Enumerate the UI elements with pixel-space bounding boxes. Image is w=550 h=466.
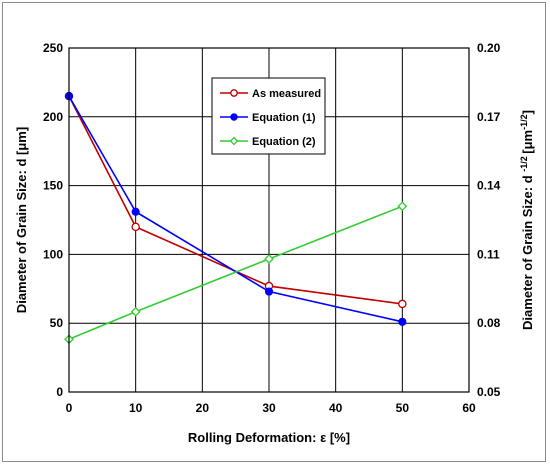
y-tick-label: 50 [50, 316, 64, 330]
data-point [398, 317, 407, 326]
x-axis-title: Rolling Deformation: ε [%] [188, 430, 350, 445]
series-3 [64, 201, 408, 345]
legend-label: Equation (2) [252, 136, 316, 148]
x-tick-label: 0 [66, 401, 73, 415]
x-tick-label: 40 [329, 401, 343, 415]
data-point [131, 222, 140, 232]
legend-item: Equation (1) [220, 112, 316, 124]
series-layer [64, 91, 408, 345]
plot-area [68, 47, 470, 393]
series-line [68, 95, 403, 305]
series-line [68, 205, 403, 340]
legend: As measured Equation (1) Equation (2) [211, 77, 326, 155]
tick-labels: 0 10 20 30 40 50 60 0 50 100 150 200 250 0.05 0.08 0.11… [43, 41, 501, 415]
y-tick-label: 200 [43, 110, 63, 124]
series-line [68, 95, 403, 323]
right-y-axis-title-unit: [μm [520, 130, 535, 154]
legend-marker [230, 89, 238, 97]
y-axis-title: Diameter of Grain Size: d [μm] [14, 127, 29, 313]
y-tick-label: 0 [56, 385, 63, 399]
legend-marker [229, 136, 239, 146]
right-y-axis-title-unit-exponent: -1/2 [519, 114, 529, 130]
legend-item: Equation (2) [220, 136, 316, 148]
legend-item: As measured [220, 88, 321, 100]
right-y-axis-title-close: ] [520, 110, 535, 114]
data-point [398, 299, 407, 309]
right-y-axis-title-exponent: -1/2 [519, 154, 529, 172]
x-tick-label: 10 [129, 401, 143, 415]
data-point [130, 306, 141, 317]
right-y-tick-label: 0.17 [477, 110, 501, 124]
series-1 [64, 91, 407, 309]
legend-label: Equation (1) [252, 112, 316, 124]
legend-label: As measured [252, 88, 321, 100]
right-y-tick-label: 0.11 [477, 247, 500, 261]
y-tick-label: 250 [43, 41, 63, 55]
right-y-tick-label: 0.08 [477, 316, 501, 330]
y-tick-label: 150 [43, 179, 63, 193]
legend-marker [230, 113, 238, 121]
right-y-axis-title: Diameter of Grain Size: d -1/2 [μm-1/2] [519, 110, 535, 330]
data-point [397, 201, 408, 212]
x-tick-label: 30 [262, 401, 276, 415]
data-point [264, 254, 274, 264]
data-point [131, 207, 140, 216]
right-y-tick-label: 0.20 [477, 41, 501, 55]
x-tick-label: 20 [196, 401, 210, 415]
right-y-axis-title-text: Diameter of Grain Size: d [520, 172, 535, 330]
right-y-tick-label: 0.05 [477, 385, 501, 399]
x-tick-label: 60 [462, 401, 476, 415]
right-y-tick-label: 0.14 [477, 179, 501, 193]
x-tick-label: 50 [396, 401, 410, 415]
data-point [264, 287, 274, 296]
y-tick-label: 100 [43, 247, 63, 261]
